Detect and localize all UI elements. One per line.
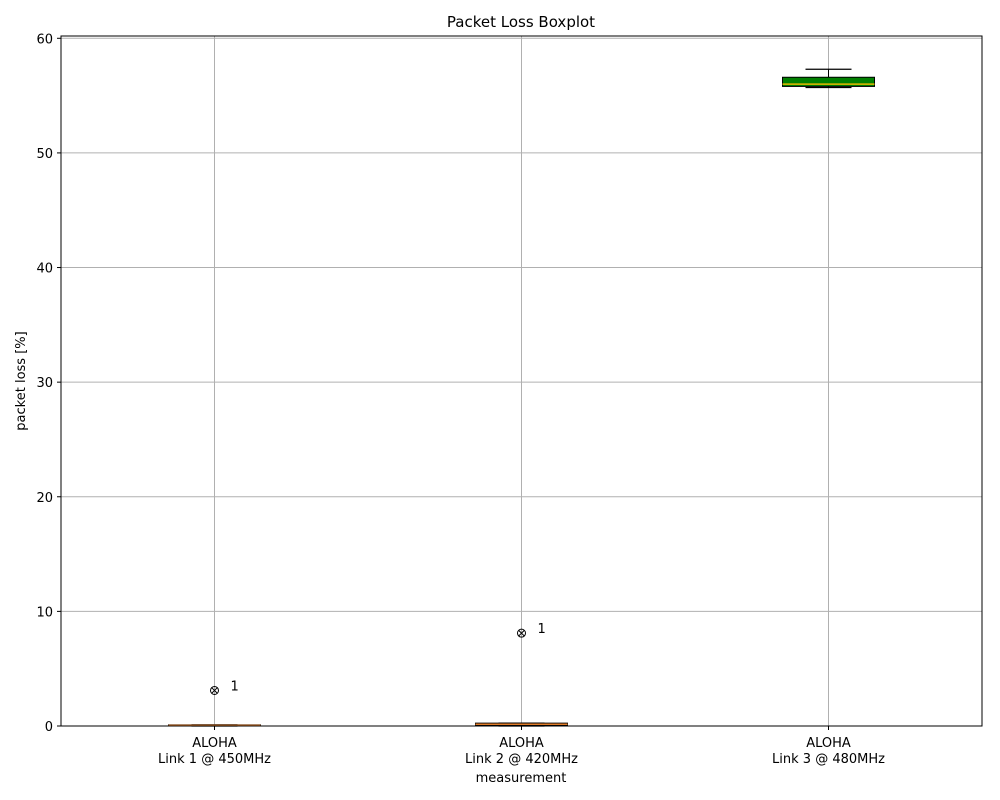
x-tick-label: Link 2 @ 420MHz xyxy=(465,752,578,767)
y-tick-label: 50 xyxy=(36,147,53,162)
outlier-point xyxy=(210,685,219,695)
x-tick-label: ALOHA xyxy=(192,736,237,751)
outlier-label: 1 xyxy=(538,622,546,637)
x-tick-label: Link 3 @ 480MHz xyxy=(772,752,885,767)
y-tick-label: 20 xyxy=(36,491,53,506)
y-axis-ticks: 0 10 20 30 40 50 60 xyxy=(36,32,61,735)
outlier-label: 1 xyxy=(231,679,239,694)
box-2: 1 xyxy=(475,622,568,727)
grid-lines xyxy=(61,36,982,727)
box-3 xyxy=(782,68,875,89)
outlier-circle xyxy=(517,628,526,638)
y-tick-label: 0 xyxy=(45,720,53,735)
y-tick-label: 40 xyxy=(36,262,53,277)
outlier-circle xyxy=(210,685,219,695)
x-tick-label: ALOHA xyxy=(806,736,851,751)
x-tick-label: ALOHA xyxy=(499,736,544,751)
y-tick-label: 30 xyxy=(36,376,53,391)
y-axis-label: packet loss [%] xyxy=(14,331,29,430)
chart-title: Packet Loss Boxplot xyxy=(447,13,595,31)
outlier-cross xyxy=(211,687,218,694)
outlier-cross xyxy=(518,630,525,637)
x-axis-label: measurement xyxy=(476,771,567,786)
outlier-point xyxy=(517,628,526,638)
box-iqr xyxy=(782,76,875,87)
x-tick-label: Link 1 @ 450MHz xyxy=(158,752,271,767)
y-tick-label: 60 xyxy=(36,32,53,47)
y-tick-label: 10 xyxy=(36,605,53,620)
